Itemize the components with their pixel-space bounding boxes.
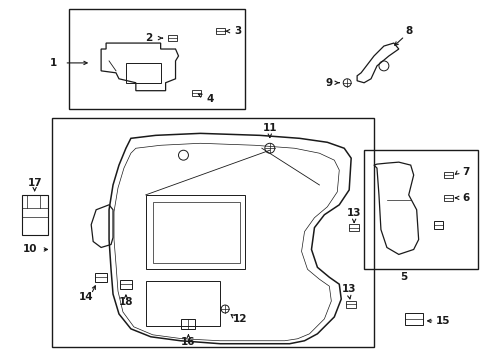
Text: 5: 5 bbox=[399, 272, 407, 282]
Bar bbox=[51, 118, 373, 347]
Bar bbox=[152, 202, 240, 264]
Text: 10: 10 bbox=[22, 244, 37, 255]
Bar bbox=[404, 313, 422, 325]
Text: 13: 13 bbox=[346, 208, 361, 218]
Bar bbox=[215, 28, 224, 34]
Bar bbox=[433, 221, 443, 229]
Text: 16: 16 bbox=[181, 337, 195, 347]
Text: 4: 4 bbox=[206, 94, 214, 104]
Text: 7: 7 bbox=[462, 167, 469, 177]
Bar bbox=[364, 150, 477, 269]
Bar bbox=[95, 273, 107, 282]
Text: 14: 14 bbox=[79, 292, 93, 302]
Bar bbox=[126, 63, 161, 83]
Text: 1: 1 bbox=[50, 58, 57, 68]
Text: 3: 3 bbox=[234, 26, 241, 36]
Text: 9: 9 bbox=[325, 78, 332, 88]
Bar bbox=[145, 281, 220, 326]
Bar bbox=[21, 195, 47, 235]
Text: 12: 12 bbox=[232, 314, 247, 324]
Bar bbox=[191, 90, 201, 96]
Text: 2: 2 bbox=[145, 33, 152, 43]
Bar bbox=[348, 224, 358, 231]
Bar bbox=[145, 195, 244, 269]
Text: 11: 11 bbox=[262, 123, 277, 134]
Text: 6: 6 bbox=[462, 193, 469, 203]
Bar bbox=[346, 301, 355, 307]
Text: 18: 18 bbox=[119, 297, 133, 307]
Text: 13: 13 bbox=[341, 284, 356, 294]
Bar bbox=[443, 172, 452, 178]
Bar bbox=[443, 195, 452, 201]
Bar bbox=[69, 9, 244, 109]
Text: 17: 17 bbox=[27, 178, 42, 188]
Text: 8: 8 bbox=[404, 26, 411, 36]
Bar bbox=[120, 280, 132, 289]
Bar bbox=[181, 319, 195, 329]
Bar bbox=[168, 35, 177, 41]
Text: 15: 15 bbox=[435, 316, 450, 326]
